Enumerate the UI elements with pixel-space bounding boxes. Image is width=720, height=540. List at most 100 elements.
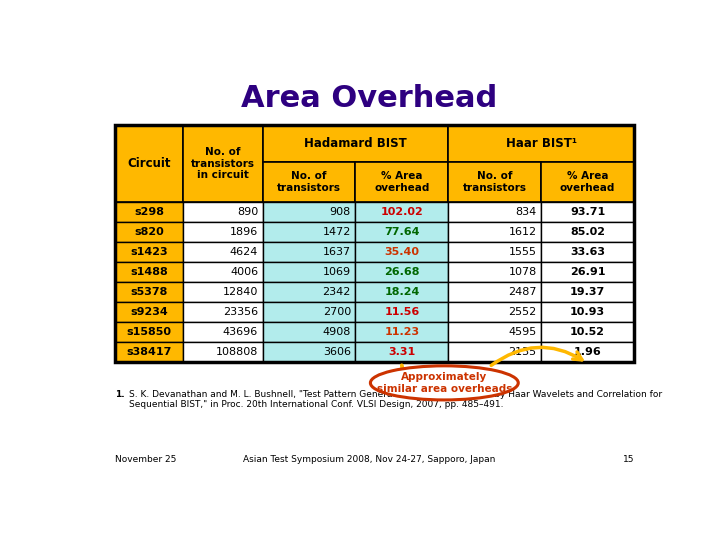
FancyBboxPatch shape: [449, 202, 541, 222]
Text: Circuit: Circuit: [127, 157, 171, 170]
Text: 3606: 3606: [323, 347, 351, 357]
Text: 43696: 43696: [223, 327, 258, 337]
FancyBboxPatch shape: [449, 282, 541, 302]
Text: 2487: 2487: [508, 287, 536, 297]
Text: 4908: 4908: [323, 327, 351, 337]
FancyBboxPatch shape: [115, 322, 184, 342]
FancyBboxPatch shape: [449, 342, 541, 362]
Text: 85.02: 85.02: [570, 227, 605, 238]
Text: s1488: s1488: [130, 267, 168, 277]
Text: 23356: 23356: [223, 307, 258, 317]
Text: s1423: s1423: [130, 247, 168, 258]
Text: s298: s298: [134, 207, 164, 218]
Text: 1896: 1896: [230, 227, 258, 238]
Text: No. of
transistors
in circuit: No. of transistors in circuit: [191, 147, 255, 180]
FancyBboxPatch shape: [115, 342, 184, 362]
FancyBboxPatch shape: [263, 262, 356, 282]
FancyBboxPatch shape: [115, 202, 184, 222]
Text: 33.63: 33.63: [570, 247, 605, 258]
Text: s15850: s15850: [127, 327, 172, 337]
Text: 35.40: 35.40: [384, 247, 419, 258]
Text: No. of
transistors: No. of transistors: [277, 171, 341, 193]
Text: 1555: 1555: [509, 247, 536, 258]
FancyBboxPatch shape: [115, 282, 184, 302]
FancyBboxPatch shape: [263, 125, 449, 161]
Text: 890: 890: [237, 207, 258, 218]
FancyBboxPatch shape: [263, 202, 356, 222]
FancyBboxPatch shape: [541, 302, 634, 322]
FancyBboxPatch shape: [356, 342, 449, 362]
Text: 4595: 4595: [508, 327, 536, 337]
Text: 2342: 2342: [323, 287, 351, 297]
Text: 12840: 12840: [222, 287, 258, 297]
Text: No. of
transistors: No. of transistors: [463, 171, 527, 193]
FancyBboxPatch shape: [449, 125, 634, 161]
Text: 77.64: 77.64: [384, 227, 420, 238]
FancyBboxPatch shape: [449, 242, 541, 262]
FancyBboxPatch shape: [541, 262, 634, 282]
Text: Area Overhead: Area Overhead: [241, 84, 497, 112]
FancyBboxPatch shape: [356, 322, 449, 342]
Text: 10.52: 10.52: [570, 327, 605, 337]
FancyBboxPatch shape: [184, 342, 263, 362]
FancyBboxPatch shape: [115, 262, 184, 282]
FancyBboxPatch shape: [115, 302, 184, 322]
Text: 2135: 2135: [508, 347, 536, 357]
FancyBboxPatch shape: [541, 242, 634, 262]
Text: 93.71: 93.71: [570, 207, 606, 218]
FancyBboxPatch shape: [184, 262, 263, 282]
Text: 1078: 1078: [508, 267, 536, 277]
Text: Hadamard BIST: Hadamard BIST: [304, 137, 407, 150]
FancyBboxPatch shape: [541, 222, 634, 242]
FancyBboxPatch shape: [184, 242, 263, 262]
Text: 11.23: 11.23: [384, 327, 420, 337]
Text: 1472: 1472: [323, 227, 351, 238]
FancyBboxPatch shape: [263, 242, 356, 262]
Text: s38417: s38417: [127, 347, 172, 357]
Text: 908: 908: [330, 207, 351, 218]
Text: 10.93: 10.93: [570, 307, 606, 317]
Text: 2700: 2700: [323, 307, 351, 317]
FancyBboxPatch shape: [184, 302, 263, 322]
Text: 2552: 2552: [508, 307, 536, 317]
Text: Approximately
similar area overheads: Approximately similar area overheads: [377, 372, 512, 394]
FancyBboxPatch shape: [449, 322, 541, 342]
FancyBboxPatch shape: [184, 125, 263, 202]
Text: 1069: 1069: [323, 267, 351, 277]
FancyBboxPatch shape: [263, 322, 356, 342]
FancyBboxPatch shape: [115, 222, 184, 242]
FancyBboxPatch shape: [184, 282, 263, 302]
FancyBboxPatch shape: [184, 202, 263, 222]
FancyBboxPatch shape: [184, 322, 263, 342]
Text: 3.31: 3.31: [388, 347, 415, 357]
FancyBboxPatch shape: [541, 202, 634, 222]
FancyBboxPatch shape: [263, 161, 356, 202]
Text: Haar BIST¹: Haar BIST¹: [505, 137, 577, 150]
Text: 11.56: 11.56: [384, 307, 420, 317]
Text: 834: 834: [516, 207, 536, 218]
Text: 19.37: 19.37: [570, 287, 606, 297]
FancyBboxPatch shape: [263, 342, 356, 362]
FancyBboxPatch shape: [184, 222, 263, 242]
Text: 1612: 1612: [508, 227, 536, 238]
FancyBboxPatch shape: [356, 302, 449, 322]
FancyBboxPatch shape: [263, 282, 356, 302]
Text: s5378: s5378: [130, 287, 168, 297]
Text: % Area
overhead: % Area overhead: [560, 171, 616, 193]
Text: 26.68: 26.68: [384, 267, 420, 277]
Text: 1.: 1.: [115, 390, 125, 399]
FancyBboxPatch shape: [449, 161, 541, 202]
FancyBboxPatch shape: [356, 161, 449, 202]
FancyBboxPatch shape: [356, 222, 449, 242]
FancyBboxPatch shape: [356, 282, 449, 302]
Text: 4624: 4624: [230, 247, 258, 258]
Text: Asian Test Symposium 2008, Nov 24-27, Sapporo, Japan: Asian Test Symposium 2008, Nov 24-27, Sa…: [243, 455, 495, 464]
Text: S. K. Devanathan and M. L. Bushnell, "Test Pattern Generation Using Modulation b: S. K. Devanathan and M. L. Bushnell, "Te…: [129, 390, 662, 409]
FancyBboxPatch shape: [449, 262, 541, 282]
FancyBboxPatch shape: [449, 302, 541, 322]
FancyBboxPatch shape: [356, 202, 449, 222]
FancyBboxPatch shape: [541, 161, 634, 202]
FancyBboxPatch shape: [449, 222, 541, 242]
Text: 15: 15: [623, 455, 634, 464]
FancyBboxPatch shape: [263, 302, 356, 322]
